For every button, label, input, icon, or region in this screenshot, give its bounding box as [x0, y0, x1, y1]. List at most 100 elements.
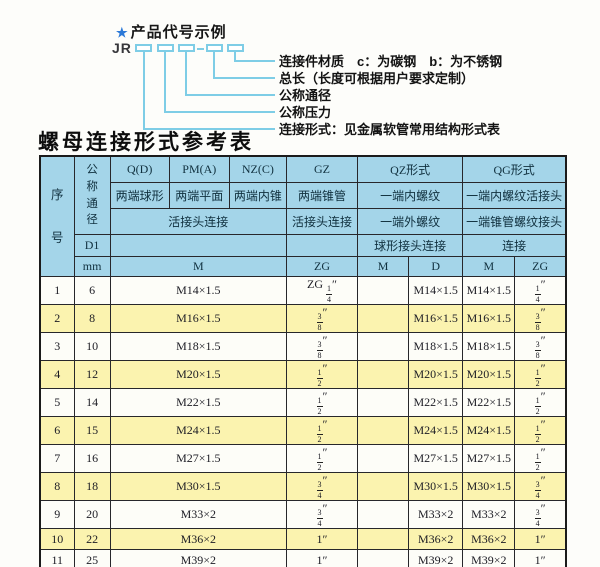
header-qg-conn2: 连接	[462, 234, 567, 257]
cell: M20×1.5	[408, 360, 464, 389]
cell	[357, 549, 410, 567]
cell: M39×2	[109, 549, 287, 567]
cell: 3 8 ″	[285, 304, 359, 333]
cell: 10	[39, 528, 75, 550]
cell: M27×1.5	[109, 444, 287, 473]
header-unit: mm	[73, 256, 111, 277]
cell: M30×1.5	[462, 472, 516, 501]
cell: 1 2 ″	[514, 416, 567, 445]
connector-line	[164, 111, 275, 113]
connector-line	[185, 52, 187, 95]
connector-line	[143, 128, 275, 130]
cell: M14×1.5	[408, 276, 464, 305]
cell: 3 4 ″	[514, 472, 567, 501]
cell: 12	[73, 360, 111, 389]
cell: M14×1.5	[462, 276, 516, 305]
header-d-b: D	[408, 256, 464, 277]
cell: M36×2	[462, 528, 516, 550]
nut-connection-table: 序号 公称通径 Q(D) PM(A) NZ(C) GZ QZ形式 QG形式 两端…	[39, 155, 567, 567]
connector-line	[213, 77, 275, 79]
cell: 7	[39, 444, 75, 473]
connector-line	[164, 52, 166, 112]
header-pm-desc: 两端平面	[168, 182, 230, 209]
cell: M27×1.5	[462, 444, 516, 473]
table-row: 5 14 M22×1.5 1 2 ″ M22×1.5 M22×1.5 1 2 ″	[39, 388, 567, 417]
header-empty-left	[109, 234, 287, 257]
cell: M33×2	[408, 500, 464, 529]
cell	[357, 444, 410, 473]
header-qz-desc2: 一端外螺纹	[357, 208, 464, 235]
connector-line	[234, 60, 275, 62]
cell	[357, 416, 410, 445]
cell	[357, 276, 410, 305]
table-row: 3 10 M18×1.5 3 8 ″ M18×1.5 M18×1.5 3 8 ″	[39, 332, 567, 361]
code-label-pressure: 公称压力	[279, 105, 332, 120]
code-box-5	[227, 44, 244, 52]
cell: 16	[73, 444, 111, 473]
cell: M20×1.5	[109, 360, 287, 389]
header-q: Q(D)	[109, 155, 170, 183]
cell: M16×1.5	[408, 304, 464, 333]
header-nz-desc: 两端内锥	[228, 182, 287, 209]
table-title: 螺母连接形式参考表	[38, 130, 254, 154]
header-pm: PM(A)	[168, 155, 230, 183]
header-d1: D1	[73, 234, 111, 257]
table-row: 2 8 M16×1.5 3 8 ″ M16×1.5 M16×1.5 3 8 ″	[39, 304, 567, 333]
header-m-b: M	[357, 256, 410, 277]
code-box-4	[206, 44, 223, 52]
cell: 9	[39, 500, 75, 529]
cell: 1 2 ″	[285, 416, 359, 445]
header-bore-label: 公称通径	[86, 164, 98, 227]
table-row: 9 20 M33×2 3 4 ″ M33×2 M33×2 3 4 ″	[39, 500, 567, 529]
star-icon: ★	[116, 25, 129, 40]
table-row: 6 15 M24×1.5 1 2 ″ M24×1.5 M24×1.5 1 2 ″	[39, 416, 567, 445]
cell: M36×2	[109, 528, 287, 550]
cell: 3 4 ″	[285, 500, 359, 529]
cell: 3	[39, 332, 75, 361]
header-qz-conn2: 球形接头连接	[357, 234, 464, 257]
cell: 15	[73, 416, 111, 445]
code-label-connection: 连接形式：见金属软管常用结构形式表	[279, 122, 501, 137]
header-bore: 公称通径	[73, 155, 111, 235]
connector-line	[234, 52, 236, 61]
cell: M30×1.5	[408, 472, 464, 501]
cell: 3 8 ″	[285, 332, 359, 361]
cell: M24×1.5	[408, 416, 464, 445]
cell: M16×1.5	[109, 304, 287, 333]
cell: 1 2 ″	[514, 388, 567, 417]
header-qz-desc1: 一端内螺纹	[357, 182, 464, 209]
cell	[357, 304, 410, 333]
cell: 10	[73, 332, 111, 361]
cell: M30×1.5	[109, 472, 287, 501]
header-q-desc: 两端球形	[109, 182, 170, 209]
header-qz: QZ形式	[357, 155, 464, 183]
table-body: 1 6 M14×1.5 ZG 1 4 ″ M14×1.5 M14×1.5 1 4 ″ 2 8 M16×1.…	[39, 276, 567, 567]
product-code-prefix: JR	[112, 40, 132, 56]
table-row: 10 22 M36×2 1″ M36×2 M36×2 1″	[39, 528, 567, 550]
code-dash	[197, 48, 204, 50]
cell: M33×2	[109, 500, 287, 529]
cell	[357, 500, 410, 529]
cell: M39×2	[408, 549, 464, 567]
header-gz-conn: 活接头连接	[285, 208, 359, 235]
connector-line	[143, 52, 145, 129]
cell	[357, 472, 410, 501]
cell: 1 2 ″	[285, 360, 359, 389]
table-header: 序号 公称通径 Q(D) PM(A) NZ(C) GZ QZ形式 QG形式 两端…	[39, 155, 567, 277]
cell	[357, 388, 410, 417]
table-row: 4 12 M20×1.5 1 2 ″ M20×1.5 M20×1.5 1 2 ″	[39, 360, 567, 389]
cell: M14×1.5	[109, 276, 287, 305]
cell: 4	[39, 360, 75, 389]
cell	[357, 528, 410, 550]
cell: M27×1.5	[408, 444, 464, 473]
cell: 18	[73, 472, 111, 501]
cell: 1	[39, 276, 75, 305]
code-label-material: 连接件材质 c：为碳钢 b：为不锈钢	[279, 54, 503, 69]
cell: 1 2 ″	[285, 388, 359, 417]
cell: M20×1.5	[462, 360, 516, 389]
cell: 1 2 ″	[514, 444, 567, 473]
header-zg-c: ZG	[514, 256, 567, 277]
table-row: 7 16 M27×1.5 1 2 ″ M27×1.5 M27×1.5 1 2 ″	[39, 444, 567, 473]
header-seq-label: 序号	[51, 188, 64, 245]
